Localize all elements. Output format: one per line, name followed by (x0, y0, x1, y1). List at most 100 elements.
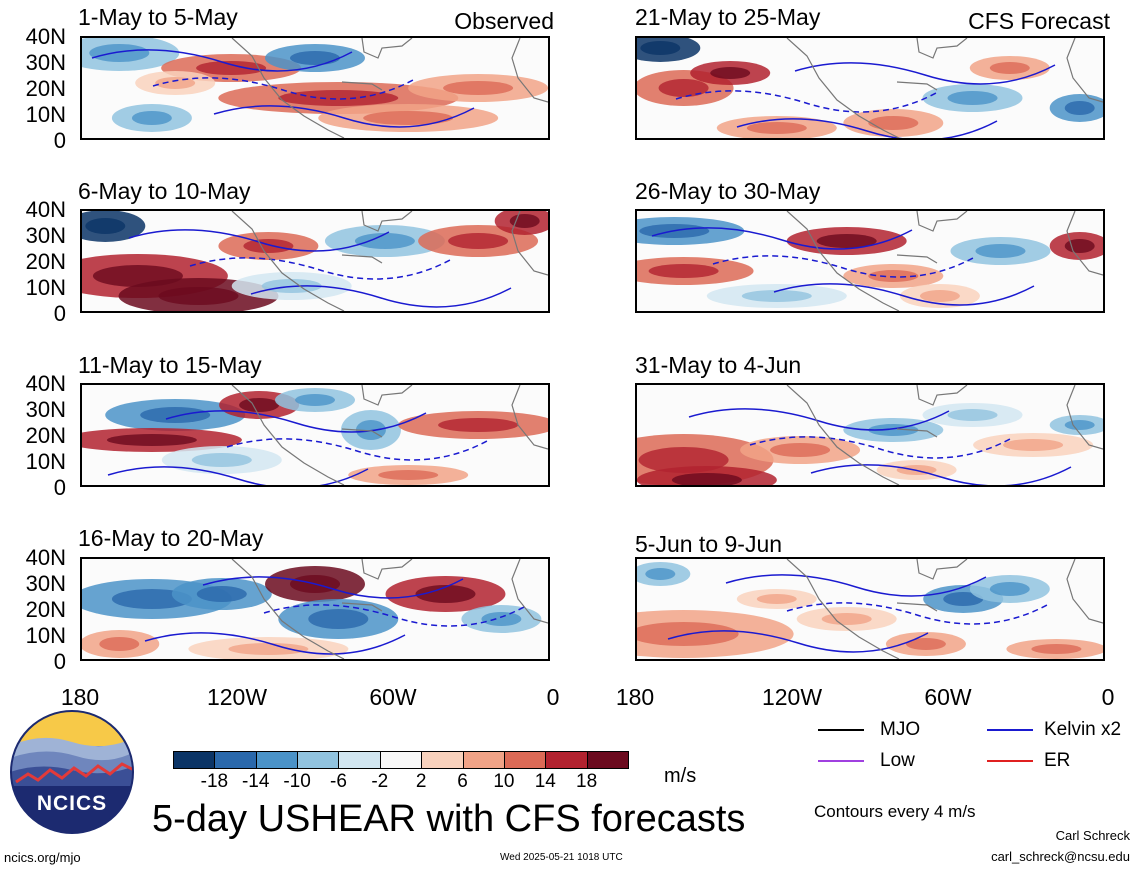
panel-title: 11-May to 15-May (78, 352, 262, 378)
lat-label: 20N (25, 76, 66, 101)
map-panel (635, 383, 1105, 487)
shear-anomaly-core (756, 594, 797, 604)
coastline (231, 385, 548, 485)
kelvin-contour (189, 257, 451, 280)
shear-anomaly-core (290, 51, 340, 65)
lat-label: 10N (25, 623, 66, 648)
legend-label: ER (1044, 750, 1071, 771)
lon-label: 0 (546, 684, 560, 710)
kelvin-contour (794, 62, 1056, 85)
kelvin-contour (91, 49, 353, 72)
colorbar-tick-label: 2 (415, 771, 427, 792)
shear-anomaly-core (816, 234, 877, 248)
kelvin-contour (226, 438, 488, 461)
lat-label: 0 (53, 128, 66, 153)
shear-anomaly-core (1064, 420, 1095, 430)
shear-field (637, 385, 1103, 485)
lon-label: 120W (206, 684, 268, 710)
shear-anomaly-core (919, 290, 960, 302)
colorbar-tick-label: 6 (457, 771, 468, 792)
shear-anomaly-core (770, 443, 831, 457)
lon-label: 60W (369, 684, 417, 710)
panel-title: 21-May to 25-May (635, 4, 821, 30)
lat-label: 30N (25, 50, 66, 75)
colorbar-tick-label: -10 (283, 771, 311, 792)
kelvin-contour (688, 408, 950, 431)
shear-anomaly-core (239, 398, 280, 412)
shear-anomaly-core (481, 612, 522, 626)
colorbar-swatch (297, 751, 340, 769)
kelvin-contour (263, 604, 525, 627)
colorbar-unit: m/s (664, 765, 697, 787)
colorbar-swatch (586, 751, 629, 769)
ncics-logo-graphic (10, 710, 134, 834)
lon-label: 120W (761, 684, 823, 710)
shear-field (82, 211, 548, 311)
shear-field (637, 559, 1103, 659)
kelvin-contour (651, 227, 913, 250)
shear-anomaly-core (947, 91, 998, 105)
shear-anomaly-core (868, 116, 919, 130)
shear-anomaly-core (99, 637, 140, 651)
shear-anomaly-core (191, 453, 252, 467)
author-name: Carl Schreck (1055, 828, 1130, 843)
site-url: ncics.org/mjo (4, 850, 81, 865)
map-panel (80, 383, 550, 487)
lat-label: 40N (25, 545, 66, 570)
map-panel (80, 557, 550, 661)
colorbar-swatch (503, 751, 547, 769)
lat-label: 10N (25, 102, 66, 127)
colorbar-tick-label: 10 (493, 771, 515, 792)
coastline (786, 559, 1103, 659)
lon-label: 180 (60, 684, 100, 710)
lat-label: 20N (25, 249, 66, 274)
lon-label: 0 (1101, 684, 1115, 710)
shear-anomaly-core (295, 394, 335, 406)
lat-label: 40N (25, 24, 66, 49)
kelvin-contour (725, 574, 987, 597)
coastline (786, 211, 1103, 311)
kelvin-contour (667, 630, 929, 653)
kelvin-contour (810, 464, 1072, 485)
coastline (786, 385, 1103, 485)
lat-label: 20N (25, 423, 66, 448)
colorbar-tick-label: -2 (371, 771, 389, 792)
author-email: carl_schreck@ncsu.edu (991, 849, 1130, 864)
shear-anomaly-core (975, 244, 1026, 258)
shear-field (82, 385, 548, 485)
lat-label: 40N (25, 371, 66, 396)
shear-field (82, 559, 548, 659)
ncics-logo: NCICS (10, 710, 134, 834)
shear-anomaly-core (710, 67, 751, 79)
shear-anomaly-core (363, 111, 454, 125)
shear-anomaly-core (415, 585, 476, 603)
legend-swatch-er (987, 760, 1033, 762)
legend-label: Low (880, 750, 915, 771)
shear-anomaly-core (640, 41, 681, 55)
kelvin-contour (250, 285, 512, 308)
shear-anomaly-core (443, 81, 514, 95)
kelvin-contour (152, 77, 414, 100)
map-panel (635, 36, 1105, 140)
kelvin-contour (749, 436, 1011, 459)
cfs-forecast-tag: CFS Forecast (968, 8, 1110, 34)
colorbar-tick-label: 14 (534, 771, 556, 792)
shear-anomaly-core (746, 122, 807, 134)
panel-title: 5-Jun to 9-Jun (635, 531, 783, 557)
lat-label: 0 (53, 301, 66, 326)
shear-anomaly-core (658, 79, 709, 97)
shear-anomaly-core (85, 218, 126, 234)
colorbar-swatch (379, 751, 423, 769)
figure-title: 5-day USHEAR with CFS forecasts (152, 798, 746, 840)
contours-note: Contours every 4 m/s (814, 802, 976, 821)
shear-anomaly-core (868, 270, 919, 282)
lat-label: 30N (25, 397, 66, 422)
kelvin-contour (786, 602, 1048, 625)
panel-title: 26-May to 30-May (635, 178, 821, 204)
coastline (231, 38, 548, 138)
shear-anomaly-core (671, 473, 742, 485)
shear-anomaly-core (196, 586, 247, 602)
legend-label: Kelvin x2 (1044, 719, 1122, 740)
colorbar-tick-label: 18 (576, 771, 598, 792)
shear-anomaly-core (1031, 644, 1082, 654)
